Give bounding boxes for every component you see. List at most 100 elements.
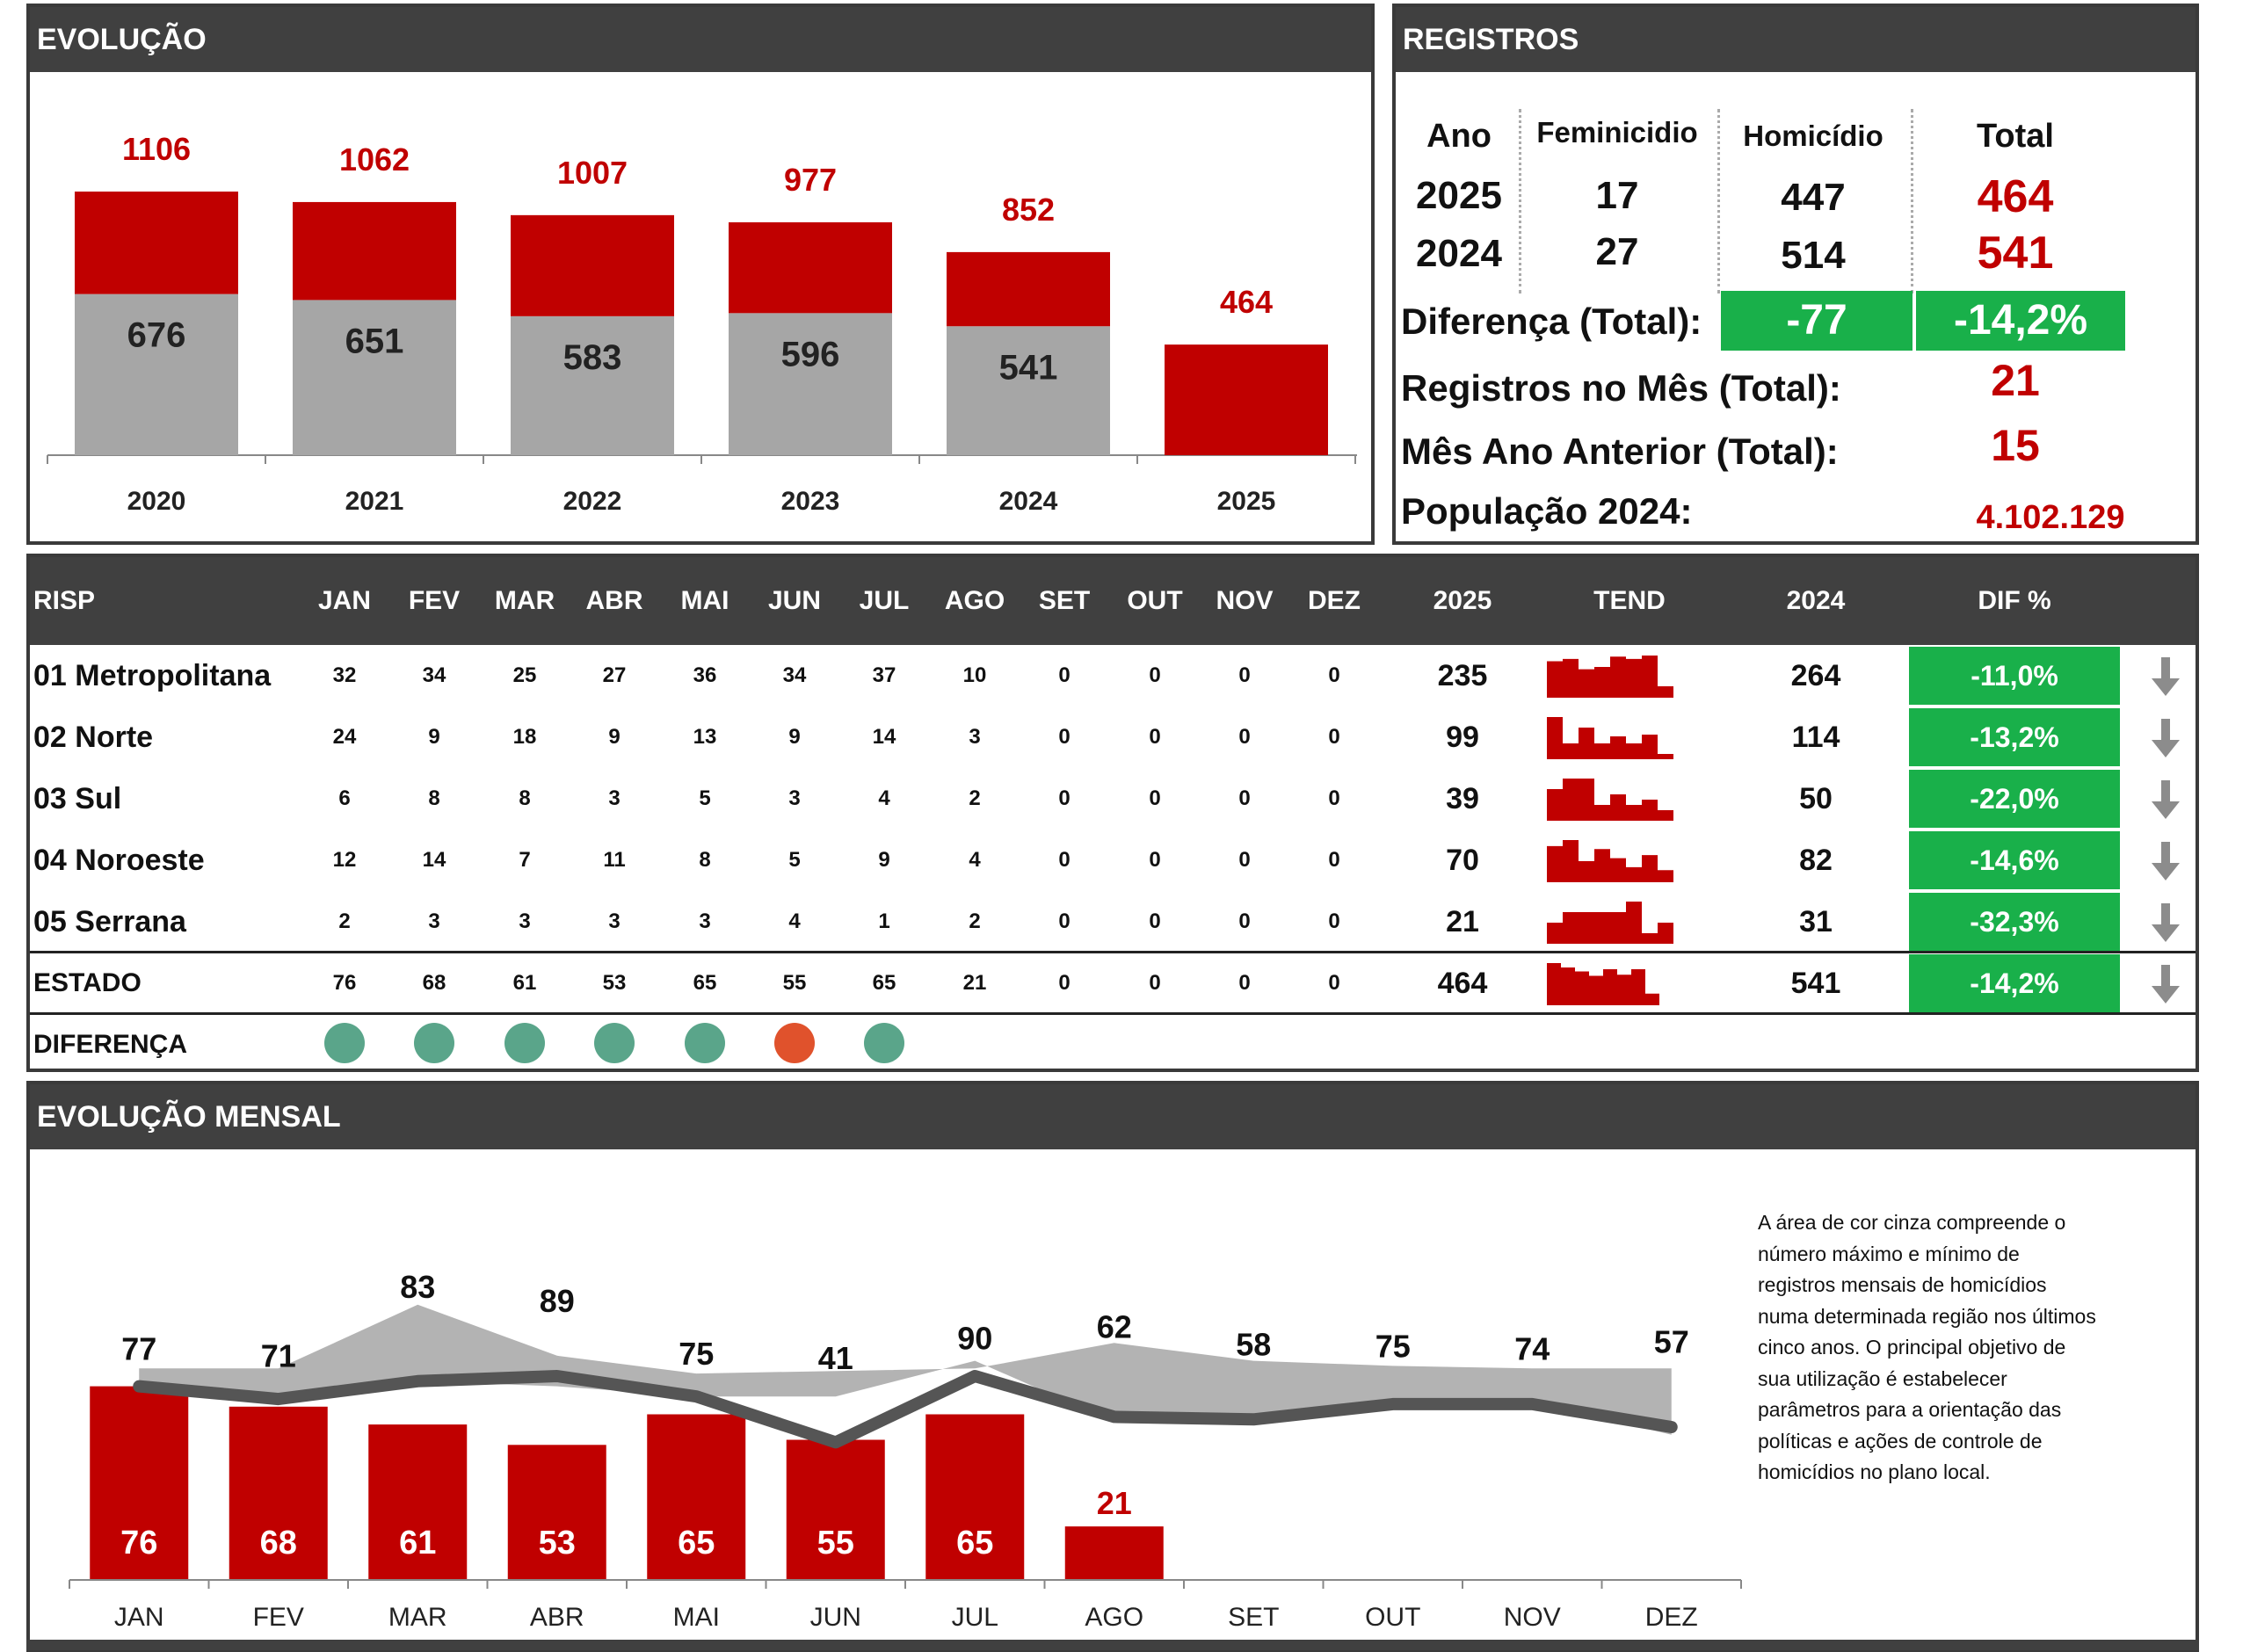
total-2025: 21	[1446, 905, 1479, 938]
header-out: OUT	[1127, 586, 1183, 615]
month-value-set: 0	[1058, 848, 1071, 872]
line-label-MAR: 83	[400, 1269, 435, 1305]
line-label-NOV: 74	[1514, 1330, 1550, 1366]
month-value-mar: 3	[519, 909, 531, 933]
month-value-out: 0	[1149, 786, 1161, 810]
mes-ano-anterior-label: Mês Ano Anterior (Total):	[1401, 431, 1839, 472]
arrow-shape	[2152, 903, 2180, 942]
month-value-abr: 9	[608, 725, 621, 749]
yearly-bar-chart: 676 1106 2020 651 1062 2021 583 1007 2022 596 977 2…	[47, 131, 1357, 516]
gray-label-2023: 596	[781, 335, 840, 373]
month-value-fev: 68	[422, 971, 446, 995]
month-value-jun: 3	[788, 786, 801, 810]
total-2025: 235	[1437, 659, 1488, 692]
mes-ano-anterior-value: 15	[1991, 421, 2040, 470]
header-ago: AGO	[944, 586, 1005, 615]
header-risp: RISP	[33, 586, 96, 615]
month-value-mai: 5	[699, 786, 711, 810]
x-tick-MAI: MAI	[673, 1603, 720, 1632]
trend-area	[1547, 963, 1659, 1005]
evolucao-title: EVOLUÇÃO	[30, 7, 1371, 72]
min-max-band	[139, 1304, 1672, 1435]
diferenca-row: DIFERENÇA	[30, 1014, 2196, 1076]
month-value-ago: 2	[969, 786, 981, 810]
header-fev: FEV	[408, 586, 461, 615]
month-value-abr: 27	[602, 663, 627, 687]
risp-name: ESTADO	[33, 968, 142, 997]
month-value-fev: 9	[428, 725, 440, 749]
row-separator	[30, 951, 2196, 953]
total-2024: 264	[1790, 659, 1841, 692]
month-value-mar: 25	[512, 663, 537, 687]
total-2024: 541	[1790, 967, 1841, 1000]
line-2024	[133, 1370, 1678, 1449]
evolucao-panel: EVOLUÇÃO 676 1106 2020 651 1062 2021 583 1007 20…	[26, 4, 1375, 545]
risp-table-header: RISP JAN FEV MAR ABR MAI JUN JUL AGO SET OUT NOV DEZ…	[30, 557, 2196, 645]
trend-sparkline	[1547, 963, 1659, 1005]
risp-table-panel: RISP JAN FEV MAR ABR MAI JUN JUL AGO SET OUT NOV DEZ…	[26, 554, 2199, 1072]
bar-label-MAI: 65	[678, 1525, 715, 1561]
estado-row: ESTADO 76 68 61 53 65 55 65 21 0 0 0 0 464 541 -14,2%	[30, 953, 2196, 1014]
month-value-mai: 65	[693, 971, 717, 995]
registros-mes-label: Registros no Mês (Total):	[1401, 367, 1841, 409]
bar-label-MAR: 61	[399, 1525, 436, 1561]
header-mai: MAI	[680, 586, 729, 615]
arrow-shape	[2152, 965, 2180, 1004]
header-tend: TEND	[1593, 586, 1666, 615]
bar-2025-JAN	[90, 1386, 189, 1580]
risp-name: 05 Serrana	[33, 905, 186, 938]
line-label-ABR: 89	[540, 1283, 575, 1319]
month-value-fev: 8	[428, 786, 440, 810]
bar-red-2022	[511, 214, 674, 316]
month-value-jan: 24	[332, 725, 357, 749]
header-total: Total	[1977, 118, 2054, 155]
month-value-nov: 0	[1238, 786, 1251, 810]
month-value-jul: 4	[878, 786, 890, 810]
month-value-out: 0	[1149, 725, 1161, 749]
header-nov: NOV	[1216, 586, 1274, 615]
arrow-shape	[2152, 780, 2180, 819]
populacao-value: 4.102.129	[1976, 499, 2125, 536]
status-dot-jun	[774, 1023, 815, 1063]
evolucao-mensal-panel: EVOLUÇÃO MENSAL 76 68 61 53 65 55 65 21 77 71 83 89…	[26, 1081, 2199, 1652]
gray-label-2021: 651	[345, 322, 404, 360]
trend-sparkline	[1547, 840, 1673, 882]
bar-gray-2021	[293, 300, 456, 455]
month-value-fev: 34	[422, 663, 446, 687]
bar-label-JUL: 65	[956, 1525, 993, 1561]
x-tick-AGO: AGO	[1085, 1603, 1143, 1632]
header-2024: 2024	[1786, 586, 1846, 615]
month-value-jan: 12	[332, 848, 357, 872]
total-2025: 70	[1446, 844, 1479, 877]
x-tick-JAN: JAN	[114, 1603, 164, 1632]
total-2024: 114	[1791, 721, 1840, 754]
gray-label-2020: 676	[127, 316, 186, 355]
risp-name: 02 Norte	[33, 721, 154, 754]
bar-gray-2020	[75, 293, 238, 455]
trend-sparkline	[1547, 656, 1673, 698]
month-value-ago: 10	[962, 663, 987, 687]
column-divider	[1717, 109, 1720, 293]
x-tick-MAR: MAR	[388, 1603, 447, 1632]
line-label-FEV: 71	[261, 1337, 296, 1373]
status-dot-mai	[685, 1023, 725, 1063]
registros-panel: REGISTROS Ano Feminicidio Homicídio Tota…	[1392, 4, 2199, 545]
note-line: numa determinada região nos últimos	[1758, 1304, 2096, 1328]
bar-gray-2023	[729, 313, 892, 455]
month-value-set: 0	[1058, 725, 1071, 749]
row-2025-total: 464	[1977, 171, 2054, 222]
diferenca-label: Diferença (Total):	[1401, 301, 1702, 342]
month-value-abr: 3	[608, 909, 621, 933]
note-line: sua utilização é estabelecer	[1758, 1366, 2007, 1390]
trend-sparkline	[1547, 902, 1673, 944]
month-value-jun: 34	[782, 663, 807, 687]
arrow-down-icon	[2152, 903, 2180, 942]
arrow-shape	[2152, 719, 2180, 757]
line-label-JAN: 77	[121, 1330, 156, 1366]
note-line: parâmetros para a orientação das	[1758, 1398, 2062, 1421]
line-label-AGO: 62	[1097, 1308, 1132, 1344]
row-2024-ano: 2024	[1416, 232, 1502, 275]
month-value-nov: 0	[1238, 971, 1251, 995]
month-value-jan: 76	[332, 971, 357, 995]
bar-2025-MAR	[368, 1424, 468, 1580]
